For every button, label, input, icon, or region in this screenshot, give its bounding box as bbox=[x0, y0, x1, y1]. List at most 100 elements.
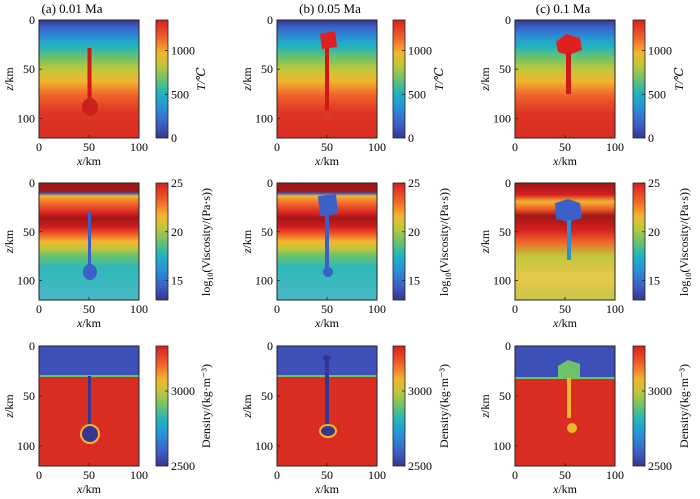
x-tick-label: 100 bbox=[368, 468, 386, 482]
panel-density-b bbox=[276, 345, 378, 467]
y-tick-label: 100 bbox=[255, 439, 273, 453]
colorbar-tick-label: 2500 bbox=[408, 459, 432, 473]
colorbar-tick-label: 15 bbox=[648, 274, 660, 288]
magma-head bbox=[320, 31, 337, 49]
colorbar-label-viscosity-c: log10(Viscosity/(Pa·s)) bbox=[677, 188, 693, 296]
y-tick-label: 100 bbox=[493, 439, 511, 453]
colorbar-label-viscosity-a: log10(Viscosity/(Pa·s)) bbox=[199, 188, 215, 296]
x-tick-label: 0 bbox=[274, 302, 280, 316]
diapir bbox=[321, 426, 335, 436]
diapir-remnant bbox=[567, 423, 577, 433]
conduit bbox=[567, 378, 571, 418]
thermal-halo bbox=[321, 110, 333, 120]
conduit bbox=[325, 42, 329, 112]
y-axis-label: z/km bbox=[478, 67, 492, 92]
column-title-b: (b) 0.05 Ma bbox=[299, 1, 361, 16]
y-axis-label: z/km bbox=[240, 229, 254, 254]
colorbar-tick-label: 500 bbox=[171, 87, 189, 101]
panel-viscosity-c bbox=[514, 182, 616, 301]
conduit bbox=[88, 376, 91, 428]
x-tick-label: 50 bbox=[321, 468, 333, 482]
x-tick-label: 0 bbox=[36, 302, 42, 316]
x-tick-label: 100 bbox=[368, 140, 386, 154]
colorbar-density-b bbox=[392, 345, 406, 467]
y-tick-label: 100 bbox=[17, 274, 35, 288]
panel-density-a bbox=[38, 345, 140, 467]
colorbar-tick-label: 25 bbox=[171, 176, 183, 190]
y-tick-label: 50 bbox=[261, 389, 273, 403]
x-tick-label: 0 bbox=[512, 468, 518, 482]
x-tick-label: 100 bbox=[130, 468, 148, 482]
magma-top bbox=[323, 355, 331, 361]
colorbar-tick-label: 1000 bbox=[408, 44, 432, 58]
diapir bbox=[82, 98, 98, 116]
y-tick-label: 50 bbox=[499, 225, 511, 239]
y-axis-label: z/km bbox=[2, 394, 16, 419]
colorbar-tick-label: 3000 bbox=[648, 384, 672, 398]
x-axis-label: x/km bbox=[552, 154, 578, 168]
colorbar-tick-label: 1000 bbox=[648, 44, 672, 58]
x-tick-label: 0 bbox=[274, 468, 280, 482]
colorbar-density-a bbox=[155, 345, 169, 467]
colorbar-tick-label: 2500 bbox=[171, 459, 195, 473]
x-tick-label: 50 bbox=[83, 302, 95, 316]
diapir bbox=[83, 264, 97, 280]
colorbar-tick-label: 0 bbox=[648, 131, 654, 145]
colorbar-tick-label: 3000 bbox=[171, 384, 195, 398]
x-axis-label: x/km bbox=[314, 154, 340, 168]
colorbar-tick-label: 15 bbox=[171, 274, 183, 288]
y-tick-label: 0 bbox=[29, 13, 35, 27]
colorbar-label-density-a: Density/(kg·m⁻³) bbox=[199, 364, 213, 448]
y-axis-label: z/km bbox=[478, 229, 492, 254]
y-tick-label: 100 bbox=[493, 274, 511, 288]
x-tick-label: 50 bbox=[559, 140, 571, 154]
colorbar-tick-label: 500 bbox=[648, 87, 666, 101]
x-tick-label: 50 bbox=[321, 140, 333, 154]
x-axis-label: x/km bbox=[76, 482, 102, 496]
y-tick-label: 50 bbox=[261, 62, 273, 76]
x-axis-label: x/km bbox=[76, 316, 102, 330]
y-tick-label: 100 bbox=[493, 111, 511, 125]
colorbar-density-c bbox=[632, 345, 646, 467]
panel-density-c bbox=[514, 345, 616, 467]
column-title-a: (a) 0.01 Ma bbox=[41, 1, 102, 16]
panel-viscosity-a bbox=[38, 182, 140, 301]
magma-head bbox=[558, 360, 580, 378]
x-tick-label: 100 bbox=[130, 140, 148, 154]
x-tick-label: 50 bbox=[83, 468, 95, 482]
panel-temperature-a bbox=[38, 19, 140, 139]
y-axis-label: z/km bbox=[240, 394, 254, 419]
y-tick-label: 0 bbox=[29, 176, 35, 190]
y-axis-label: z/km bbox=[478, 394, 492, 419]
panel-temperature-b bbox=[276, 19, 378, 139]
y-tick-label: 0 bbox=[267, 176, 273, 190]
x-axis-label: x/km bbox=[314, 316, 340, 330]
colorbar-temperature-a bbox=[155, 19, 169, 139]
colorbar-label-density-c: Density/(kg·m⁻³) bbox=[677, 364, 691, 448]
y-tick-label: 50 bbox=[499, 62, 511, 76]
column-title-c: (c) 0.1 Ma bbox=[536, 1, 591, 16]
y-tick-label: 50 bbox=[499, 389, 511, 403]
colorbar-tick-label: 0 bbox=[171, 131, 177, 145]
x-tick-label: 0 bbox=[36, 468, 42, 482]
colorbar-tick-label: 25 bbox=[408, 176, 420, 190]
magma-head bbox=[555, 199, 582, 222]
x-tick-label: 0 bbox=[512, 140, 518, 154]
x-tick-label: 50 bbox=[559, 468, 571, 482]
panel-temperature-c bbox=[514, 19, 616, 139]
panel-viscosity-b bbox=[276, 182, 378, 301]
conduit bbox=[567, 220, 571, 260]
colorbar-tick-label: 2500 bbox=[648, 459, 672, 473]
y-tick-label: 100 bbox=[17, 439, 35, 453]
conduit bbox=[88, 212, 91, 267]
x-tick-label: 100 bbox=[130, 302, 148, 316]
x-tick-label: 50 bbox=[83, 140, 95, 154]
colorbar-tick-label: 20 bbox=[171, 225, 183, 239]
x-axis-label: x/km bbox=[552, 316, 578, 330]
y-axis-label: z/km bbox=[2, 229, 16, 254]
colorbar-label-viscosity-b: log10(Viscosity/(Pa·s)) bbox=[437, 188, 453, 296]
y-tick-label: 0 bbox=[267, 13, 273, 27]
y-tick-label: 50 bbox=[23, 225, 35, 239]
colorbar-viscosity-a bbox=[155, 182, 169, 301]
